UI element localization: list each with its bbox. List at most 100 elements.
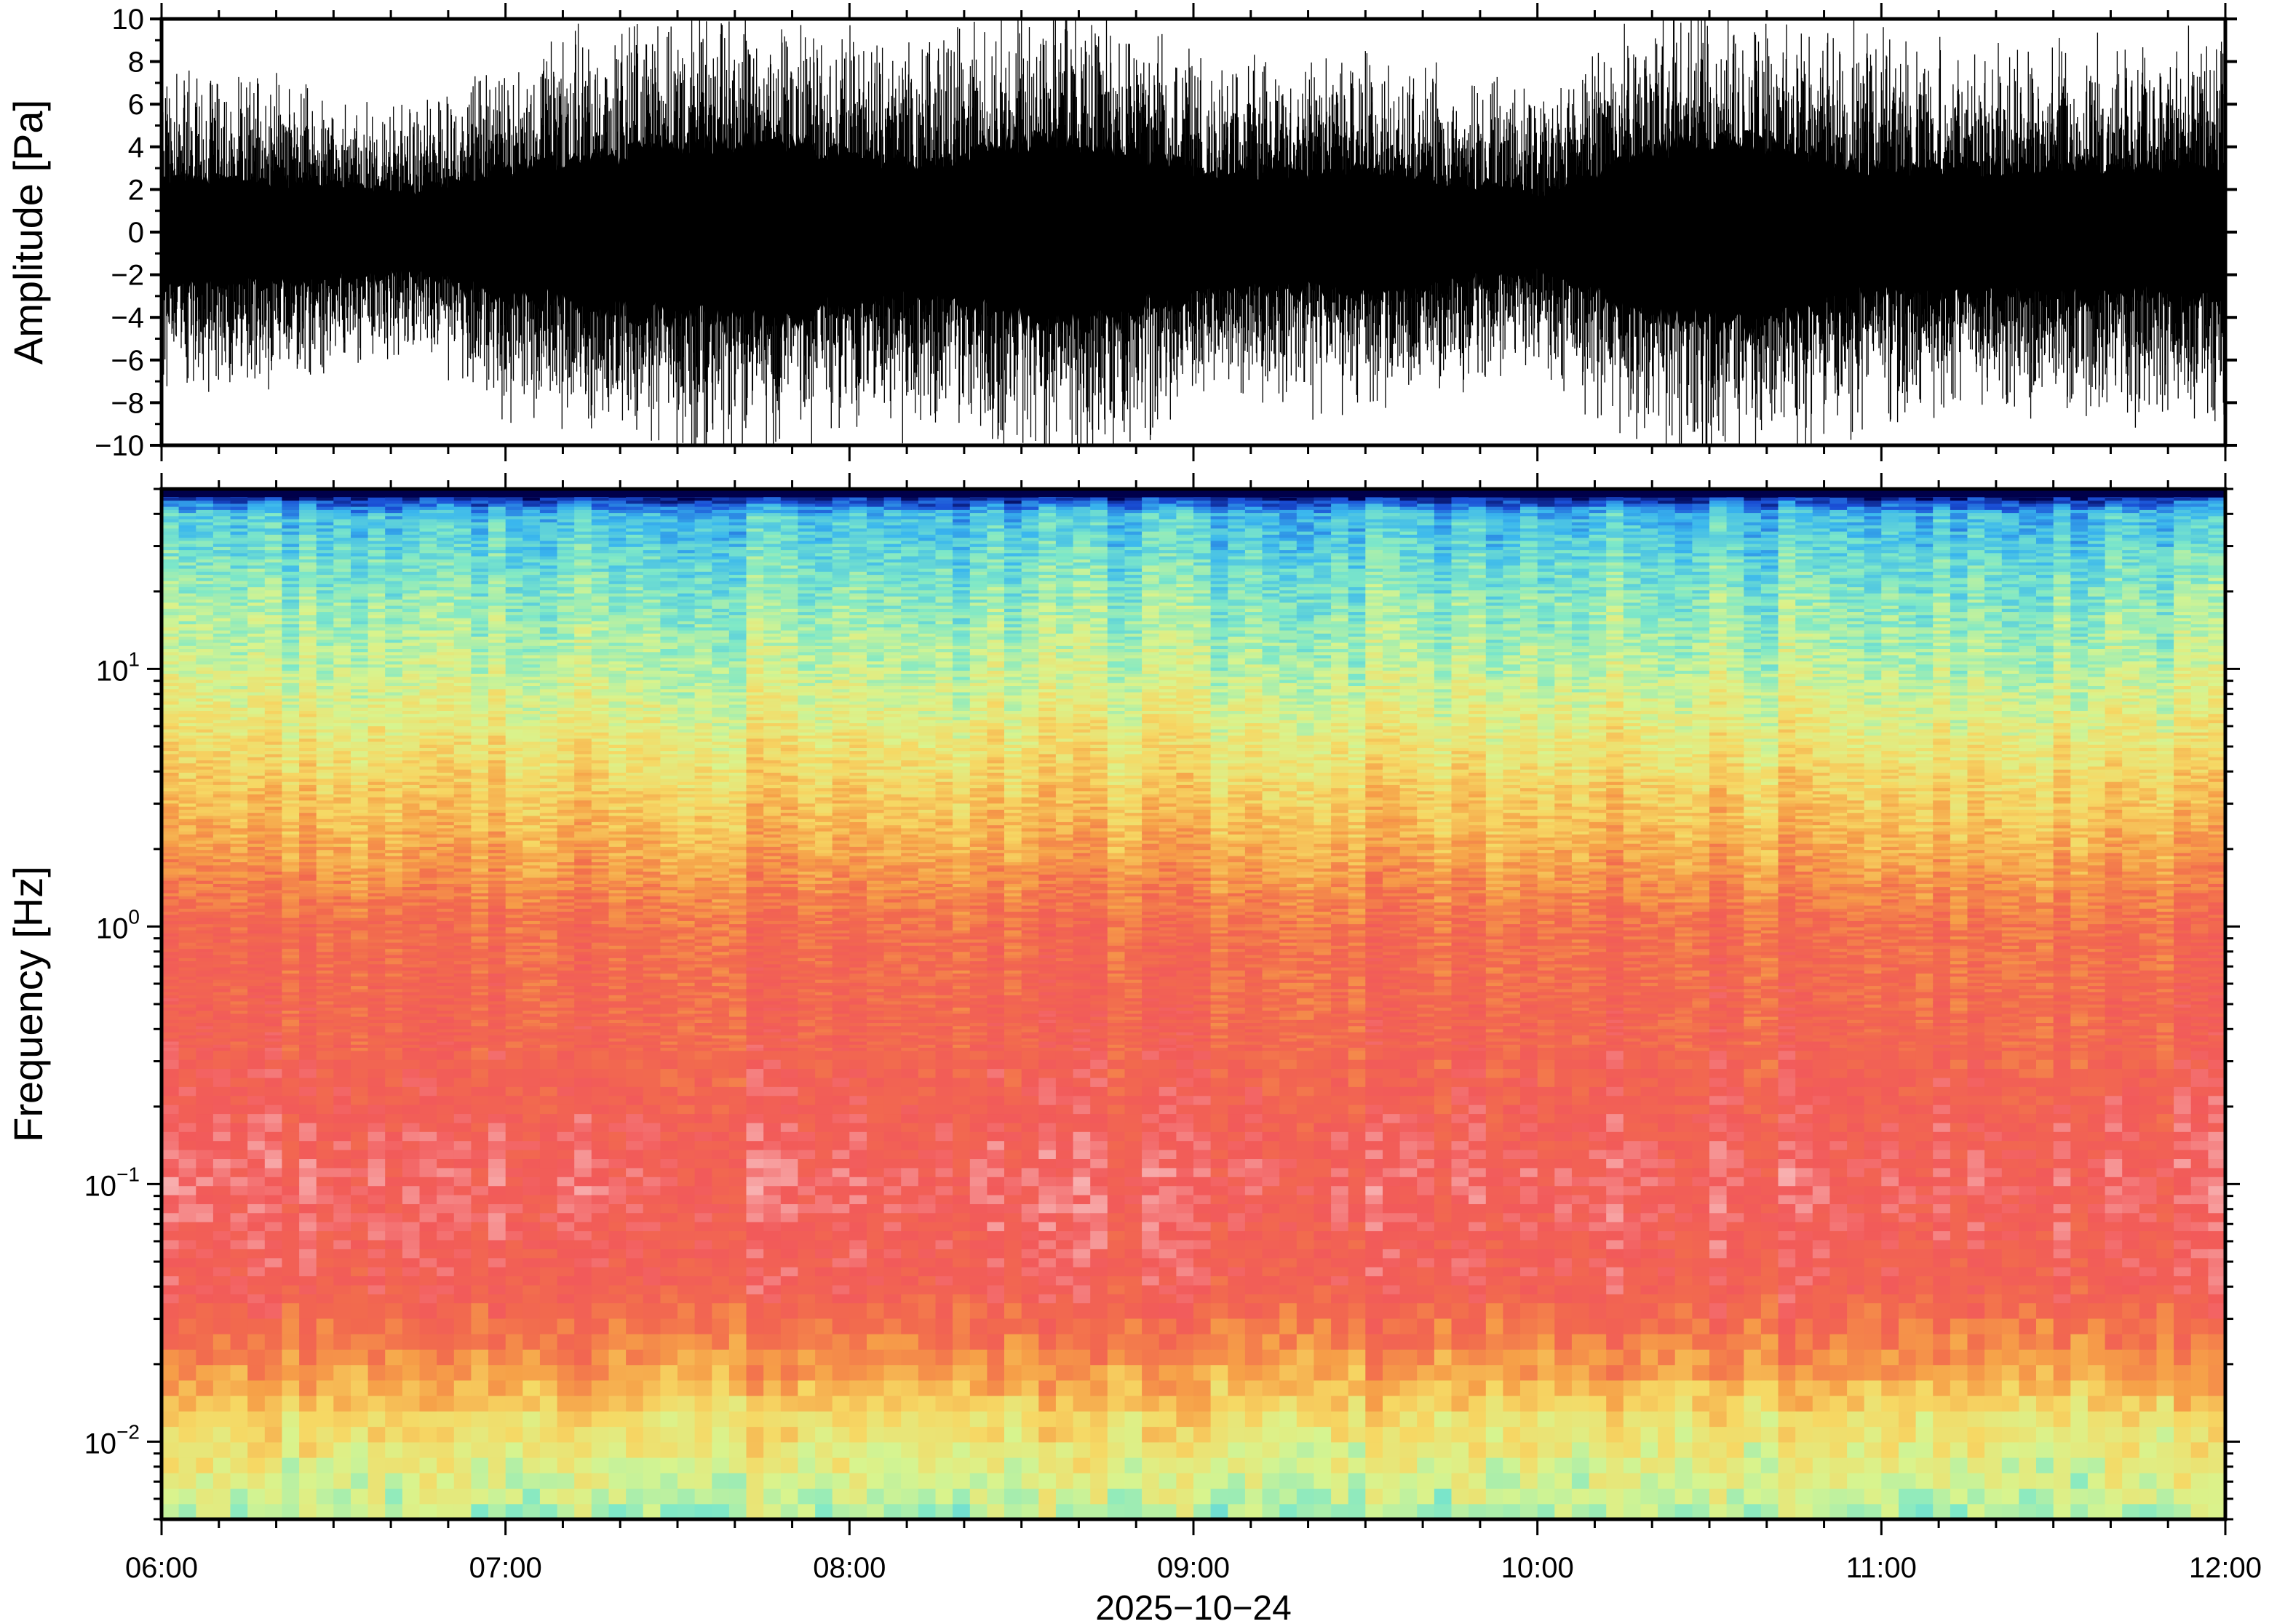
spectrogram-cell [212, 1029, 231, 1032]
spectrogram-cell [299, 868, 317, 872]
spectrogram-cell [437, 537, 455, 541]
spectrogram-cell [316, 661, 335, 665]
spectrogram-cell [333, 945, 351, 950]
spectrogram-cell [333, 1029, 351, 1032]
spectrogram-cell [247, 1041, 266, 1045]
spectrogram-cell [264, 544, 283, 547]
spectrogram-cell [247, 744, 266, 748]
spectrogram-cell [316, 1334, 335, 1350]
spectrogram-cell [522, 1086, 541, 1096]
spectrogram-cell [522, 1025, 541, 1030]
spectrogram-cell [212, 1050, 231, 1060]
spectrogram-cell [230, 834, 248, 838]
spectrogram-cell [212, 769, 231, 773]
spectrogram-cell [264, 769, 283, 773]
spectrogram-cell [367, 827, 386, 832]
spectrogram-cell [264, 655, 283, 658]
spectrogram-cell [522, 670, 541, 674]
spectrogram-cell [162, 958, 180, 962]
spectrogram-cell [437, 1441, 455, 1458]
spectrogram-cell [247, 1334, 266, 1350]
spectrogram-cell [402, 760, 421, 764]
spectrogram-cell [419, 1025, 437, 1030]
spectrogram-cell [162, 1203, 180, 1214]
spectrogram-cell [212, 1396, 231, 1412]
spectrogram-cell [299, 1284, 317, 1294]
spectrogram-cell [264, 1222, 283, 1232]
spectrogram-cell [282, 1426, 300, 1443]
spectrogram-cell [316, 704, 335, 708]
spectrogram-cell [299, 540, 317, 544]
spectrogram-cell [402, 1122, 421, 1132]
spectrogram-cell [453, 955, 472, 958]
spectrogram-cell [367, 685, 386, 690]
spectrogram-cell [333, 973, 351, 977]
spectrogram-cell [505, 1411, 524, 1428]
spectrogram-cell [282, 692, 300, 696]
spectrogram-cell [162, 1104, 180, 1115]
spectrogram-cell [316, 874, 335, 878]
spectrogram-cell [437, 701, 455, 705]
spectrogram-cell [178, 859, 196, 863]
spectrogram-cell [264, 1195, 283, 1204]
spectrogram-cell [264, 1267, 283, 1277]
spectrogram-cell [453, 824, 472, 829]
spectrogram-cell [419, 1016, 437, 1020]
spectrogram-cell [230, 1294, 248, 1304]
spectrogram-cell [196, 1077, 214, 1087]
spectrogram-cell [282, 673, 300, 677]
spectrogram-cell [247, 893, 266, 896]
spectrogram-cell [351, 988, 369, 992]
spectrogram-cell [419, 618, 437, 621]
spectrogram-cell [385, 710, 403, 715]
spectrogram-cell [522, 806, 541, 810]
spectrogram-cell [247, 960, 266, 965]
spectrogram-cell [437, 544, 455, 547]
spectrogram-cell [282, 528, 300, 532]
spectrogram-cell [282, 531, 300, 535]
spectrogram-cell [282, 1010, 300, 1014]
spectrogram-cell [282, 685, 300, 690]
spectrogram-cell [351, 497, 369, 501]
spectrogram-cell [299, 914, 317, 918]
spectrogram-cell [212, 886, 231, 891]
spectrogram-cell [282, 1380, 300, 1396]
spectrogram-cell [282, 725, 300, 730]
spectrogram-cell [247, 503, 266, 507]
spectrogram-cell [488, 982, 506, 987]
spectrogram-cell [437, 840, 455, 844]
spectrogram-cell [230, 1032, 248, 1035]
spectrogram-cell [299, 556, 317, 560]
spectrogram-cell [333, 1334, 351, 1350]
spectrogram-cell [402, 1302, 421, 1319]
spectrogram-cell [505, 655, 524, 658]
spectrogram-cell [162, 642, 180, 646]
spectrogram-cell [264, 1396, 283, 1412]
spectrogram-cell [333, 889, 351, 893]
spectrogram-cell [282, 589, 300, 594]
spectrogram-cell [282, 1113, 300, 1123]
spectrogram-cell [299, 933, 317, 937]
spectrogram-cell [299, 661, 317, 665]
spectrogram-cell [419, 738, 437, 742]
spectrogram-cell [212, 859, 231, 863]
spectrogram-cell [351, 1131, 369, 1142]
spectrogram-cell [522, 744, 541, 748]
spectrogram-cell [282, 1025, 300, 1030]
spectrogram-cell [299, 834, 317, 838]
spectrogram-cell [505, 688, 524, 693]
spectrogram-cell [453, 602, 472, 606]
spectrogram-cell [367, 673, 386, 677]
spectrogram-cell [333, 1318, 351, 1334]
spectrogram-cell [299, 985, 317, 990]
spectrogram-cell [316, 992, 335, 995]
spectrogram-cell [196, 1334, 214, 1350]
spectrogram-cell [333, 522, 351, 526]
spectrogram-cell [316, 1212, 335, 1222]
spectrogram-cell [367, 707, 386, 711]
spectrogram-cell [333, 1177, 351, 1187]
spectrogram-cell [385, 639, 403, 643]
spectrogram-cell [316, 503, 335, 507]
spectrogram-cell [402, 939, 421, 943]
spectrogram-cell [316, 893, 335, 896]
